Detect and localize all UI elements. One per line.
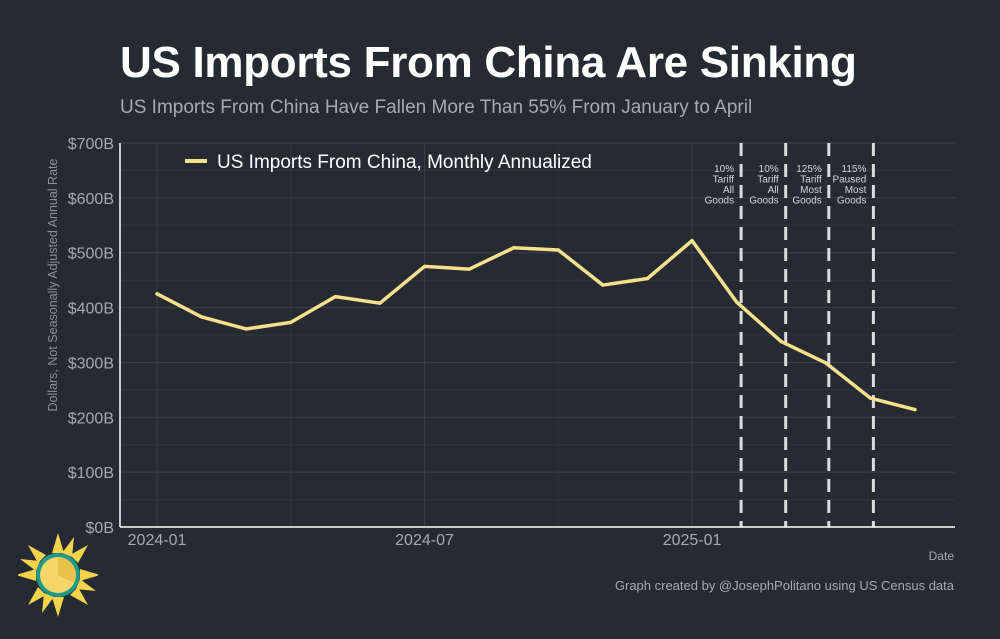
data-point — [601, 283, 605, 287]
data-point — [422, 264, 427, 269]
data-point — [155, 292, 159, 296]
x-axis-label: Date — [928, 549, 954, 563]
x-tick-label: 2024-01 — [128, 532, 187, 549]
y-tick-label: $700B — [68, 136, 114, 153]
data-point — [378, 301, 382, 305]
y-tick-labels: $0B $100B $200B $300B $400B $500B $600B $700B — [68, 136, 114, 537]
data-point — [333, 295, 337, 299]
tariff-annotation-text: Goods — [837, 196, 866, 207]
data-point — [645, 276, 650, 281]
chart-subtitle: US Imports From China Have Fallen More T… — [120, 97, 753, 118]
y-axis-label: Dollars, Not Seasonally Adjusted Annual … — [46, 158, 60, 411]
data-point — [824, 361, 828, 365]
tariff-annotation-text: Tariff — [757, 175, 779, 186]
tariff-annotation-text: Paused — [832, 175, 866, 186]
y-tick-label: $400B — [68, 301, 114, 318]
y-tick-label: $500B — [68, 246, 114, 263]
legend: US Imports From China, Monthly Annualize… — [185, 152, 592, 173]
credit-text: Graph created by @JosephPolitano using U… — [614, 578, 954, 593]
series-line — [155, 238, 917, 412]
tariff-annotation-text: Goods — [749, 196, 778, 207]
tariff-annotation-text: 125% — [796, 164, 822, 175]
data-point — [868, 396, 873, 400]
tariff-annotation-text: All — [723, 185, 734, 196]
sun-logo-icon — [18, 533, 98, 617]
y-tick-label: $100B — [68, 465, 114, 482]
tariff-annotation-text: Tariff — [800, 175, 822, 186]
tariff-annotation-text: 10% — [714, 164, 734, 175]
tariff-annotation-text: All — [768, 185, 779, 196]
tariff-annotation-text: Goods — [705, 196, 734, 207]
data-point — [735, 300, 739, 304]
x-tick-labels: 2024-01 2024-07 2025-01 — [128, 532, 722, 549]
tariff-annotation-text: Goods — [792, 196, 821, 207]
axes — [119, 143, 955, 528]
x-tick-label: 2025-01 — [663, 532, 722, 549]
legend-label: US Imports From China, Monthly Annualize… — [217, 152, 592, 173]
data-point — [199, 315, 204, 319]
tariff-annotation-text: Tariff — [713, 175, 735, 186]
series-group — [155, 238, 917, 412]
tariff-annotation-text: 115% — [842, 164, 867, 175]
x-tick-label: 2024-07 — [395, 532, 454, 549]
data-point — [690, 239, 694, 243]
data-point — [913, 408, 917, 412]
tariff-annotation-text: 10% — [759, 164, 779, 175]
data-point — [467, 267, 471, 271]
data-point — [244, 327, 248, 331]
chart-title: US Imports From China Are Sinking — [120, 38, 857, 87]
y-tick-label: $600B — [68, 191, 114, 208]
data-point — [289, 320, 293, 324]
tariff-annotation-text: Most — [800, 185, 822, 196]
tariff-annotations: 10%TariffAllGoods10%TariffAllGoods125%Ta… — [705, 164, 867, 207]
data-point — [512, 246, 516, 250]
data-point — [556, 248, 560, 252]
tariff-event-lines — [739, 143, 875, 527]
y-tick-label: $200B — [68, 410, 114, 427]
y-tick-label: $300B — [68, 355, 114, 372]
y-tick-label: $0B — [86, 520, 114, 537]
data-point — [779, 339, 783, 344]
tariff-annotation-text: Most — [845, 185, 867, 196]
